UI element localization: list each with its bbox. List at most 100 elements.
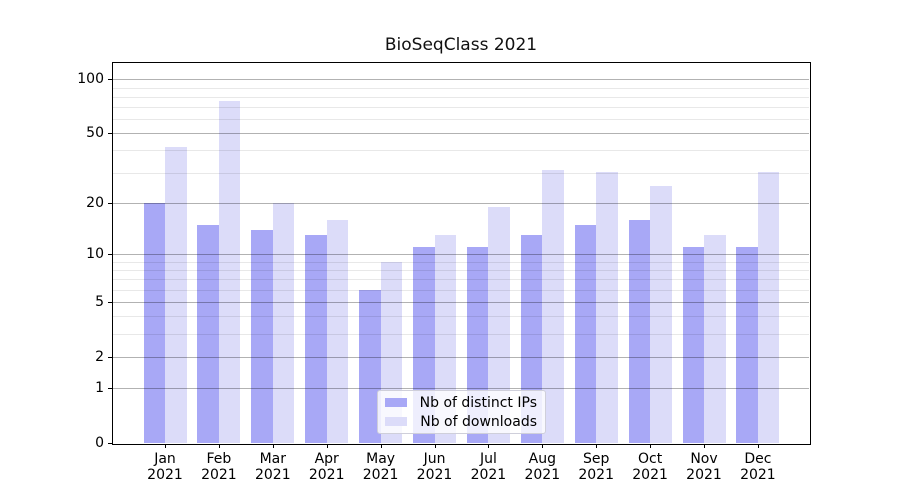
x-tick-label: Oct 2021: [618, 451, 682, 483]
y-tick: [108, 443, 112, 444]
gridline-major: [113, 133, 809, 135]
y-tick-label: 1: [95, 380, 104, 397]
bar-downloads: [596, 172, 618, 443]
x-tick-year: 2021: [201, 467, 237, 483]
x-tick-month: Oct: [637, 451, 663, 467]
bar-downloads: [272, 203, 295, 443]
legend-item-downloads: Nb of downloads: [385, 414, 537, 430]
x-tick-month: Feb: [206, 451, 232, 467]
bar-downloads: [704, 235, 726, 443]
gridline-major: [113, 203, 809, 205]
y-tick: [108, 254, 112, 256]
y-tick: [108, 133, 112, 135]
gridline-minor: [113, 316, 809, 318]
gridline-minor: [113, 261, 809, 263]
bar-downloads: [757, 172, 780, 443]
bar-downloads: [542, 169, 564, 443]
bar-distinct-ips: [251, 229, 273, 443]
gridline-minor: [113, 279, 809, 281]
x-tick-month: Sep: [582, 451, 610, 467]
legend-swatch-downloads-icon: [385, 417, 407, 426]
chart-title: BioSeqClass 2021: [384, 35, 538, 55]
legend-swatch-distinct-ips-icon: [385, 398, 407, 407]
y-tick-label: 100: [77, 71, 104, 88]
gridline-minor: [113, 119, 809, 121]
bar-distinct-ips: [197, 224, 219, 443]
gridline-minor: [113, 96, 809, 98]
y-tick: [108, 388, 112, 390]
x-tick: [542, 444, 544, 448]
bar-downloads: [218, 100, 241, 443]
y-tick: [108, 356, 112, 358]
gridline-minor: [113, 172, 809, 174]
gridline-major: [113, 388, 809, 390]
x-tick-label: Sep 2021: [564, 451, 628, 483]
x-tick-label: May 2021: [349, 451, 413, 483]
x-tick-year: 2021: [578, 467, 614, 483]
legend: Nb of distinct IPs Nb of downloads: [377, 390, 546, 434]
gridline-major: [113, 301, 809, 303]
x-tick-year: 2021: [686, 467, 722, 483]
bar-distinct-ips: [305, 235, 327, 443]
y-tick-label: 2: [95, 348, 104, 365]
x-tick-year: 2021: [254, 467, 291, 483]
gridline-minor: [113, 269, 809, 271]
gridline-minor: [113, 333, 809, 335]
y-tick-label: 0: [95, 435, 104, 451]
x-tick-label: Apr 2021: [295, 451, 359, 483]
gridline-minor: [113, 87, 809, 89]
x-tick-year: 2021: [147, 467, 183, 483]
gridline-minor: [113, 289, 809, 291]
legend-label-distinct-ips: Nb of distinct IPs: [419, 394, 537, 411]
x-tick: [757, 444, 759, 448]
x-tick-month: Dec: [744, 451, 772, 467]
gridline-minor: [113, 150, 809, 152]
x-tick: [326, 444, 328, 448]
bar-distinct-ips: [574, 224, 597, 443]
x-tick-month: May: [366, 451, 396, 467]
x-tick-label: Dec 2021: [726, 451, 790, 483]
x-tick-year: 2021: [362, 467, 399, 483]
legend-item-distinct-ips: Nb of distinct IPs: [385, 394, 537, 411]
x-tick: [596, 444, 598, 448]
bar-distinct-ips: [682, 247, 704, 443]
x-tick: [488, 444, 490, 448]
x-tick-month: Jan: [154, 451, 176, 467]
x-tick-year: 2021: [740, 467, 776, 483]
x-tick-year: 2021: [524, 467, 561, 483]
y-tick: [108, 301, 112, 303]
x-tick-label: Jul 2021: [456, 451, 520, 483]
bar-distinct-ips: [628, 219, 651, 443]
x-tick-label: Aug 2021: [510, 451, 574, 483]
bar-distinct-ips: [359, 289, 381, 443]
gridline-major: [113, 356, 809, 358]
bar-downloads: [165, 146, 187, 443]
x-tick: [272, 444, 274, 448]
bar-downloads: [488, 206, 510, 443]
x-tick-month: Apr: [314, 451, 339, 467]
x-tick-label: Jun 2021: [403, 451, 467, 483]
y-tick: [108, 79, 112, 81]
x-tick-year: 2021: [470, 467, 507, 483]
x-tick-label: Feb 2021: [187, 451, 251, 483]
x-tick: [434, 444, 436, 448]
bar-distinct-ips: [736, 247, 758, 443]
x-tick-label: Jan 2021: [133, 451, 197, 483]
bar-downloads: [326, 219, 349, 443]
x-tick: [165, 444, 166, 448]
x-tick-month: Jul: [479, 451, 497, 467]
gridline-minor: [113, 107, 809, 109]
gridline-major: [113, 79, 809, 81]
x-tick-year: 2021: [308, 467, 345, 483]
x-tick: [650, 444, 652, 448]
x-tick-month: Mar: [259, 451, 286, 467]
x-tick-month: Aug: [528, 451, 556, 467]
x-tick-year: 2021: [416, 467, 453, 483]
x-tick-year: 2021: [632, 467, 668, 483]
y-tick-label: 50: [86, 125, 104, 142]
x-tick: [218, 444, 220, 448]
x-tick-label: Nov 2021: [672, 451, 736, 483]
bar-downloads: [650, 186, 672, 443]
x-tick-month: Jun: [423, 451, 446, 467]
